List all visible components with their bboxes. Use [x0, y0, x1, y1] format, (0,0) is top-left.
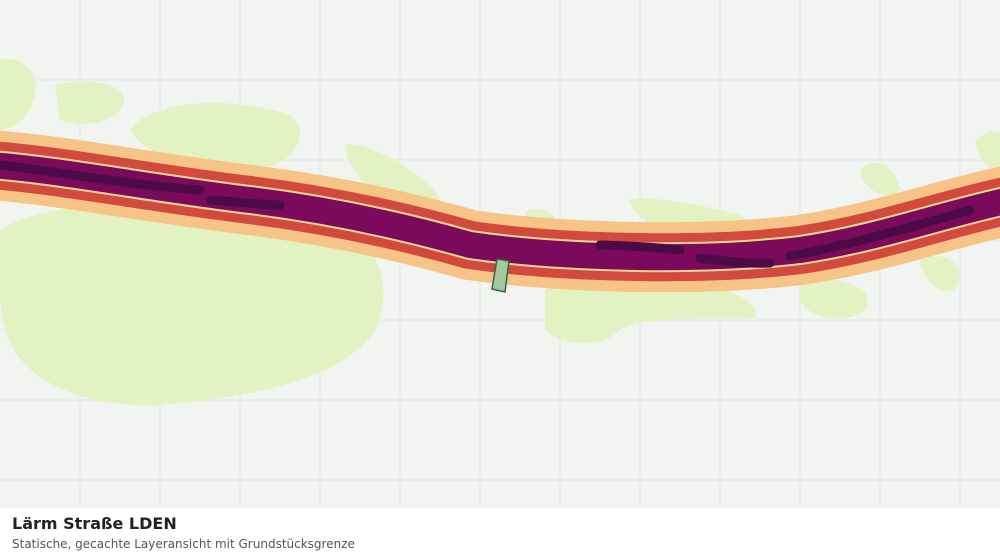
noise-area — [545, 276, 756, 344]
road-noise-bands — [0, 130, 1000, 293]
noise-area — [920, 256, 960, 292]
footer: Lärm Straße LDEN Statische, gecachte Lay… — [0, 508, 1000, 560]
parcel-boundary[interactable] — [491, 258, 510, 293]
noise-area — [130, 103, 300, 171]
noise-area — [0, 59, 36, 130]
noise-area — [0, 203, 384, 406]
map — [0, 0, 1000, 508]
noise-band-dark — [0, 160, 975, 268]
noise-area — [975, 131, 1000, 175]
noise-area — [55, 81, 125, 124]
noise-area — [860, 162, 900, 195]
map-subtitle: Statische, gecachte Layeransicht mit Gru… — [12, 537, 355, 551]
map-title: Lärm Straße LDEN — [12, 514, 177, 533]
noise-area — [800, 278, 868, 319]
